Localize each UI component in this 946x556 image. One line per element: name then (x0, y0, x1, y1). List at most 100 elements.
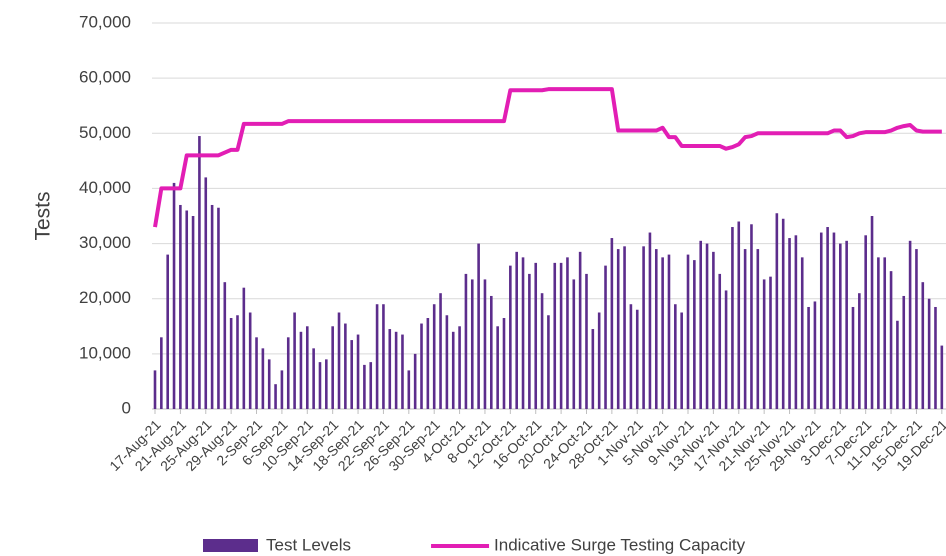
bar (858, 293, 861, 409)
bar (426, 318, 430, 409)
bar (674, 304, 677, 409)
bar (534, 262, 538, 409)
bar (509, 265, 512, 409)
y-tick-label: 30,000 (79, 233, 131, 252)
bar (363, 364, 366, 409)
bar (394, 331, 398, 409)
bar (769, 276, 772, 409)
bar (172, 182, 176, 409)
bar (382, 304, 385, 409)
bar (242, 287, 246, 409)
bar (153, 370, 157, 409)
y-axis-label: Tests (32, 191, 55, 240)
bar (572, 279, 576, 409)
legend-label: Indicative Surge Testing Capacity (494, 535, 746, 554)
bar (762, 279, 766, 409)
bar (413, 353, 417, 409)
bar (559, 262, 563, 409)
bar (686, 254, 690, 409)
bar (515, 251, 518, 409)
bar (908, 240, 912, 409)
bar (807, 306, 810, 409)
y-tick-label: 10,000 (79, 343, 131, 362)
bar (331, 326, 334, 409)
bar (616, 249, 620, 409)
bar (305, 326, 309, 409)
bar (261, 348, 265, 409)
bar (737, 221, 741, 409)
bar (800, 257, 804, 409)
bar (629, 304, 633, 409)
bar (547, 315, 550, 409)
bar (356, 334, 360, 409)
bar (585, 273, 588, 409)
bar (553, 262, 557, 409)
bar (775, 213, 779, 409)
bar (477, 243, 480, 409)
bar (750, 224, 753, 409)
bar (350, 340, 354, 409)
bar (451, 331, 455, 409)
bar (344, 323, 347, 409)
bar (604, 265, 607, 409)
bar (940, 345, 944, 409)
line (153, 87, 942, 228)
bar (642, 246, 645, 409)
bar (293, 312, 296, 409)
bar (439, 293, 442, 409)
bar (210, 204, 214, 409)
bar (756, 249, 760, 409)
y-tick-label: 50,000 (79, 123, 131, 142)
bar (896, 320, 899, 409)
bar (724, 290, 728, 409)
bar (521, 257, 525, 409)
bar (705, 243, 709, 409)
bar (223, 282, 227, 409)
bar (680, 312, 683, 409)
bar (788, 238, 791, 409)
bar (883, 257, 887, 409)
bar (743, 249, 747, 409)
bar (496, 326, 499, 409)
bar (280, 370, 284, 409)
bar (693, 260, 696, 409)
bar (731, 227, 734, 409)
bar (661, 257, 664, 409)
bar (445, 315, 449, 409)
bar (267, 359, 271, 409)
bar (248, 312, 252, 409)
bar (483, 279, 487, 409)
bar (718, 273, 722, 409)
bar (597, 312, 601, 409)
bar (813, 301, 817, 409)
bar (540, 293, 544, 409)
bar (166, 254, 169, 409)
bar (464, 273, 468, 409)
bar (578, 251, 582, 409)
bar (902, 295, 906, 409)
y-tick-label: 40,000 (79, 178, 131, 197)
y-tick-label: 60,000 (79, 68, 131, 87)
bar (337, 312, 341, 409)
bar (401, 334, 404, 409)
bar (198, 136, 201, 410)
y-tick-label: 20,000 (79, 288, 131, 307)
bar (794, 235, 798, 409)
bar (832, 232, 836, 409)
bar (217, 207, 220, 409)
bar (667, 254, 671, 409)
bar (712, 251, 715, 409)
bar (851, 306, 855, 409)
bar (654, 249, 658, 409)
bar (490, 295, 493, 409)
bar (819, 232, 823, 409)
bar (286, 337, 290, 409)
bar (921, 282, 925, 409)
bar (236, 315, 239, 409)
bar (915, 249, 918, 409)
bar (839, 243, 842, 409)
bar (255, 337, 258, 409)
y-tick-label: 0 (122, 398, 131, 417)
